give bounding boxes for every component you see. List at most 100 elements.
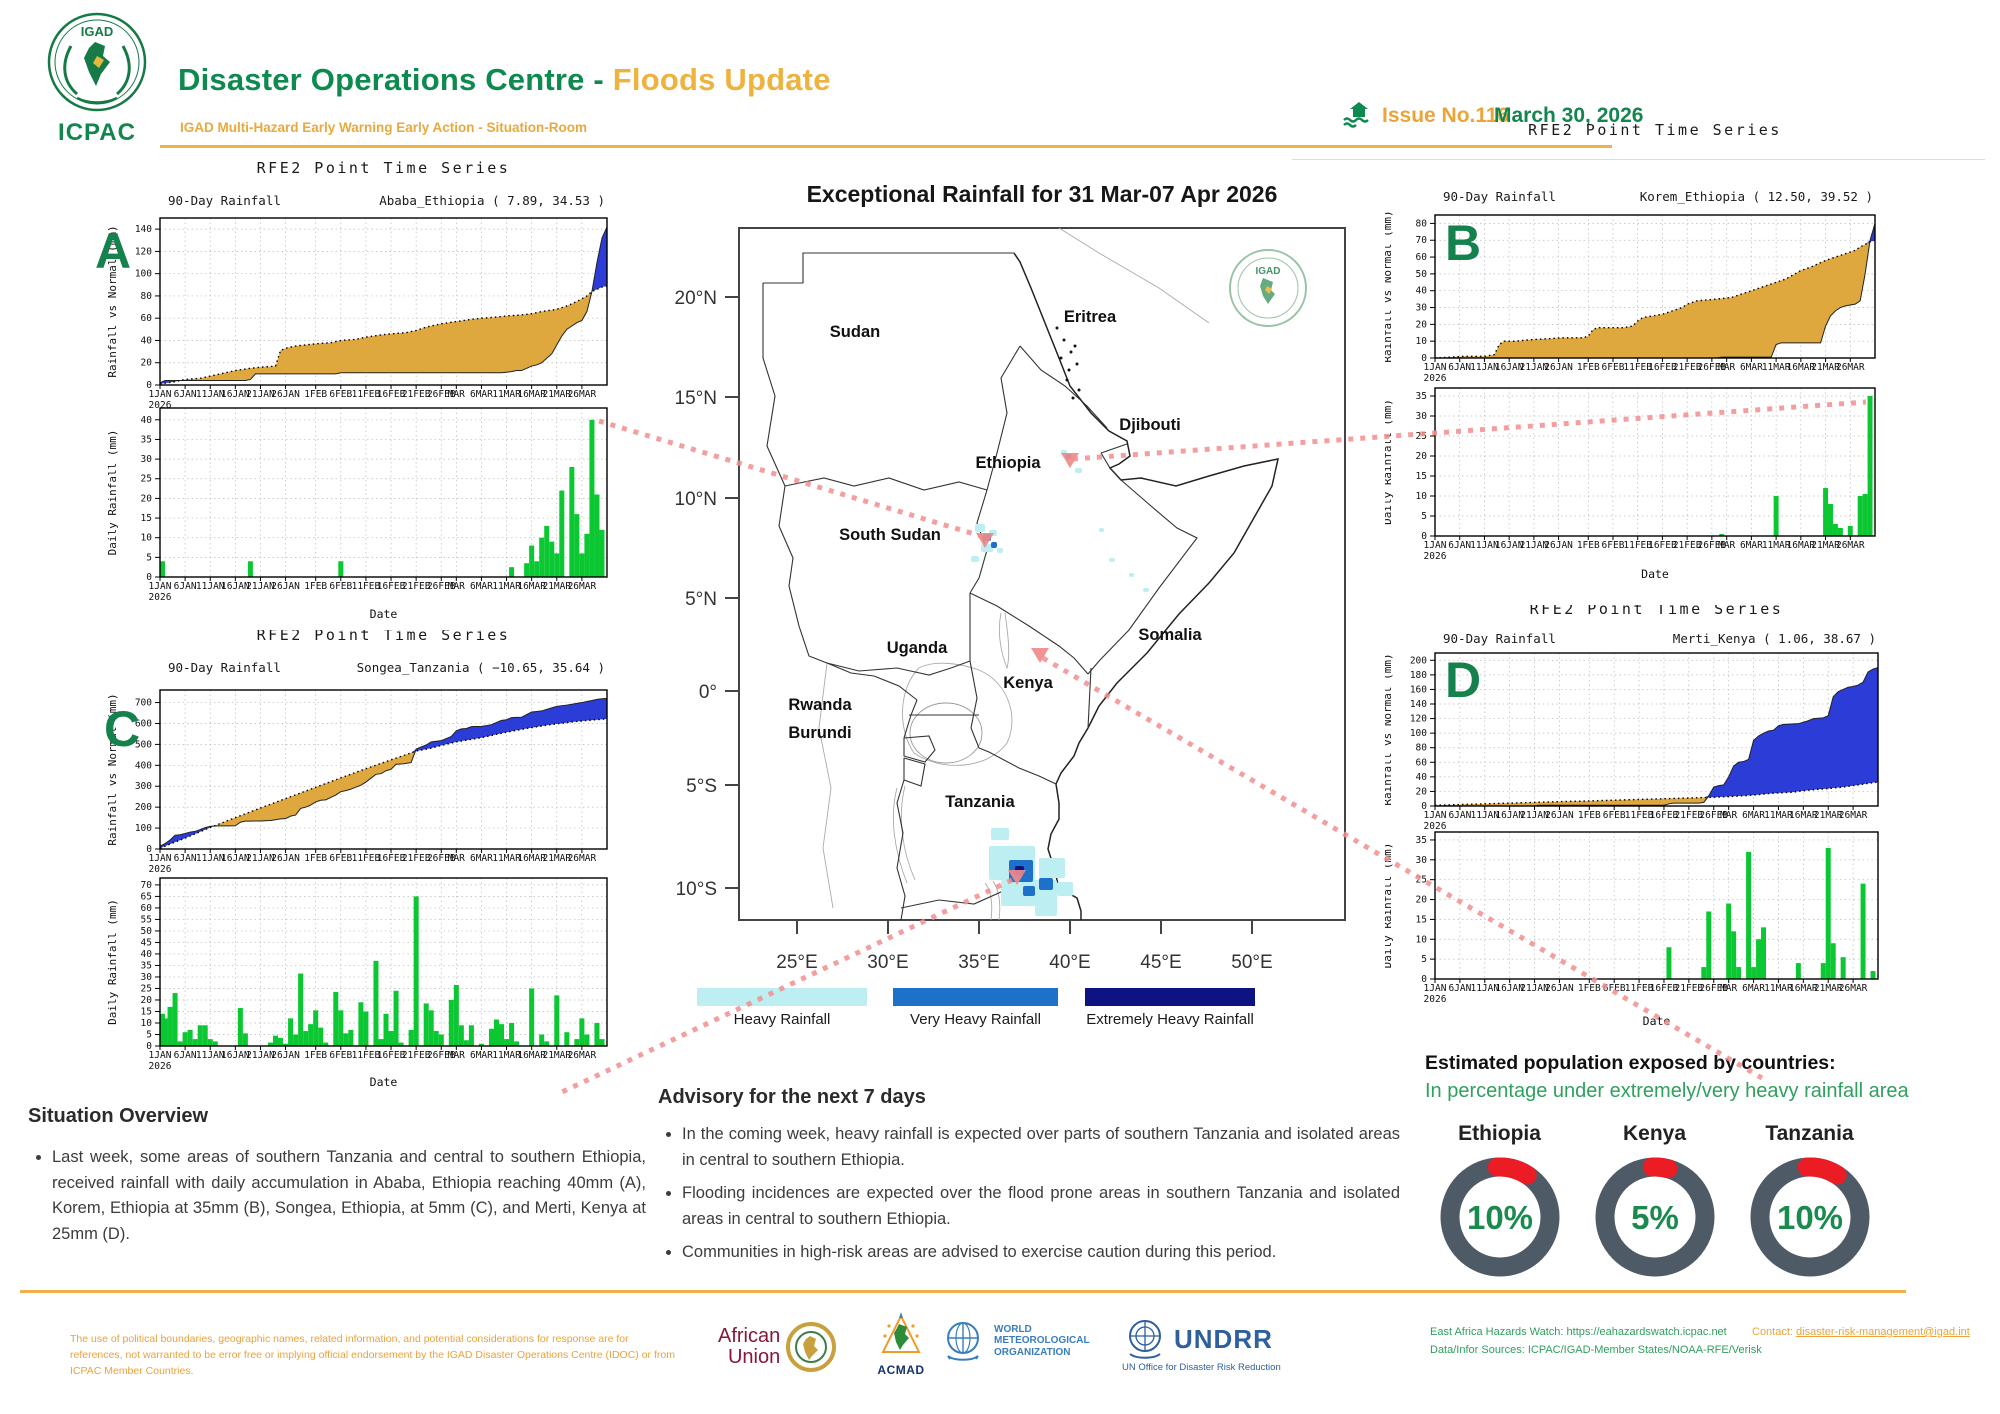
hazards-watch-link-text: East Africa Hazards Watch: https://eahaz…: [1430, 1326, 1727, 1338]
svg-text:11FEB: 11FEB: [352, 1050, 381, 1061]
svg-text:16JAN: 16JAN: [221, 389, 250, 400]
wmo-label-1: WORLD: [994, 1323, 1032, 1335]
svg-text:11JAN: 11JAN: [1470, 540, 1499, 551]
legend-label: Extremely Heavy Rainfall: [1086, 1011, 1254, 1028]
acmad-logo: ACMAD: [872, 1312, 930, 1377]
svg-text:6MAR: 6MAR: [1742, 983, 1765, 994]
rfe2-time-series-D: RFE2 Point Time Series 90-Day Rainfall Mer…: [1385, 605, 1879, 1028]
acmad-emblem-icon: [881, 1312, 921, 1353]
svg-text:6FEB: 6FEB: [329, 389, 352, 400]
svg-text:Date: Date: [1643, 1014, 1671, 1028]
svg-text:Rainfall vs Normal (mm): Rainfall vs Normal (mm): [1385, 210, 1394, 362]
lon-tick: 45°E: [1140, 952, 1181, 973]
svg-text:26JAN: 26JAN: [1544, 362, 1573, 373]
svg-text:6JAN: 6JAN: [1448, 362, 1471, 373]
svg-text:26MAR: 26MAR: [1836, 362, 1865, 373]
svg-text:RFE2 Point Time Series: RFE2 Point Time Series: [257, 630, 511, 644]
rfe2-time-series-A: RFE2 Point Time Series 90-Day Rainfall Aba…: [95, 159, 608, 621]
country-label-sudan: Sudan: [830, 323, 880, 341]
svg-text:MAR: MAR: [448, 581, 465, 592]
svg-text:1JAN: 1JAN: [149, 389, 172, 400]
svg-text:15: 15: [141, 1006, 152, 1017]
advisory-text: In the coming week, heavy rainfall is ex…: [658, 1122, 1400, 1274]
lon-tick: 30°E: [867, 952, 908, 973]
svg-text:40: 40: [1416, 286, 1428, 297]
svg-text:Date: Date: [370, 1075, 398, 1089]
svg-text:20: 20: [1416, 319, 1428, 330]
svg-text:1FEB: 1FEB: [304, 853, 327, 864]
svg-text:21JAN: 21JAN: [1520, 362, 1549, 373]
svg-text:Daily Rainfall (mm): Daily Rainfall (mm): [106, 430, 119, 556]
country-label-rwanda: Rwanda: [788, 696, 852, 714]
rainfall-blob: [1129, 573, 1134, 577]
advisory-bullet: In the coming week, heavy rainfall is ex…: [682, 1122, 1400, 1173]
rainfall-map: Exceptional Rainfall for 31 Mar-07 Apr 2…: [560, 150, 1390, 1045]
svg-text:30: 30: [1416, 303, 1428, 314]
svg-text:100: 100: [135, 269, 152, 280]
svg-text:90-Day Rainfall: 90-Day Rainfall: [168, 193, 281, 208]
svg-text:35: 35: [1416, 391, 1427, 402]
svg-text:6JAN: 6JAN: [174, 853, 197, 864]
svg-text:21FEB: 21FEB: [1673, 540, 1702, 551]
svg-text:21MAR: 21MAR: [542, 581, 571, 592]
advisory-bullet: Communities in high-risk areas are advis…: [682, 1240, 1400, 1266]
svg-text:26JAN: 26JAN: [271, 389, 300, 400]
svg-text:1JAN: 1JAN: [1424, 540, 1447, 551]
svg-text:10: 10: [1416, 934, 1428, 945]
svg-text:120: 120: [135, 246, 152, 257]
svg-text:26MAR: 26MAR: [568, 1050, 597, 1061]
svg-text:100: 100: [135, 823, 152, 834]
svg-text:6JAN: 6JAN: [1448, 983, 1471, 994]
svg-text:11MAR: 11MAR: [1764, 810, 1793, 821]
chart-panel-a: RFE2 Point Time Series 90-Day Rainfall Aba…: [28, 128, 628, 633]
svg-text:1FEB: 1FEB: [1578, 810, 1601, 821]
map-title: Exceptional Rainfall for 31 Mar-07 Apr 2…: [807, 181, 1278, 207]
rainfall-blob: [991, 542, 997, 548]
svg-text:26FEB: 26FEB: [1698, 540, 1727, 551]
acmad-label: ACMAD: [877, 1363, 925, 1377]
svg-text:90-Day Rainfall: 90-Day Rainfall: [1443, 631, 1556, 646]
svg-text:21JAN: 21JAN: [246, 389, 275, 400]
svg-text:1JAN: 1JAN: [1424, 362, 1447, 373]
svg-text:Songea_Tanzania ( −10.65, 35.6: Songea_Tanzania ( −10.65, 35.64 ): [357, 660, 605, 675]
svg-text:45: 45: [141, 937, 152, 948]
rainfall-blob: [1099, 528, 1104, 532]
exposure-donut-tanzania: Tanzania 10%: [1732, 1122, 1887, 1287]
legend-swatch: [1085, 988, 1255, 1006]
svg-text:16MAR: 16MAR: [517, 1050, 546, 1061]
country-label-burundi: Burundi: [788, 724, 851, 742]
svg-text:25: 25: [1416, 875, 1427, 886]
svg-text:16FEB: 16FEB: [377, 581, 406, 592]
svg-text:26FEB: 26FEB: [1698, 362, 1727, 373]
svg-text:90-Day Rainfall: 90-Day Rainfall: [168, 660, 281, 675]
svg-text:1FEB: 1FEB: [1577, 540, 1600, 551]
svg-text:200: 200: [135, 802, 152, 813]
undrr-sublabel: UN Office for Disaster Risk Reduction: [1122, 1362, 1281, 1373]
country-label-kenya: Kenya: [1003, 674, 1053, 692]
svg-text:30: 30: [1416, 855, 1428, 866]
rainfall-blob: [1109, 558, 1115, 562]
contact-email-link[interactable]: disaster-risk-management@igad.int: [1796, 1326, 1970, 1338]
svg-text:25: 25: [141, 983, 152, 994]
svg-text:20: 20: [1416, 895, 1428, 906]
country-label-djibouti: Djibouti: [1119, 416, 1180, 434]
svg-text:Rainfall vs Normal (mm): Rainfall vs Normal (mm): [106, 225, 119, 377]
svg-text:80: 80: [1416, 743, 1428, 754]
svg-text:700: 700: [135, 698, 152, 709]
svg-text:MAR: MAR: [448, 853, 465, 864]
svg-text:6JAN: 6JAN: [174, 389, 197, 400]
svg-text:11MAR: 11MAR: [1762, 540, 1791, 551]
rainfall-blob: [1143, 588, 1149, 592]
advisory-title: Advisory for the next 7 days: [658, 1086, 926, 1108]
svg-text:20: 20: [141, 358, 153, 369]
svg-text:11FEB: 11FEB: [352, 389, 381, 400]
chart-panel-d: RFE2 Point Time Series 90-Day Rainfall Mer…: [1385, 605, 2000, 1030]
svg-text:20: 20: [141, 995, 153, 1006]
svg-text:55: 55: [141, 914, 152, 925]
svg-text:11MAR: 11MAR: [1764, 983, 1793, 994]
svg-text:MAR: MAR: [1720, 810, 1737, 821]
svg-text:Daily Rainfall (mm): Daily Rainfall (mm): [106, 899, 119, 1025]
svg-text:65: 65: [141, 891, 152, 902]
svg-text:21MAR: 21MAR: [542, 1050, 571, 1061]
